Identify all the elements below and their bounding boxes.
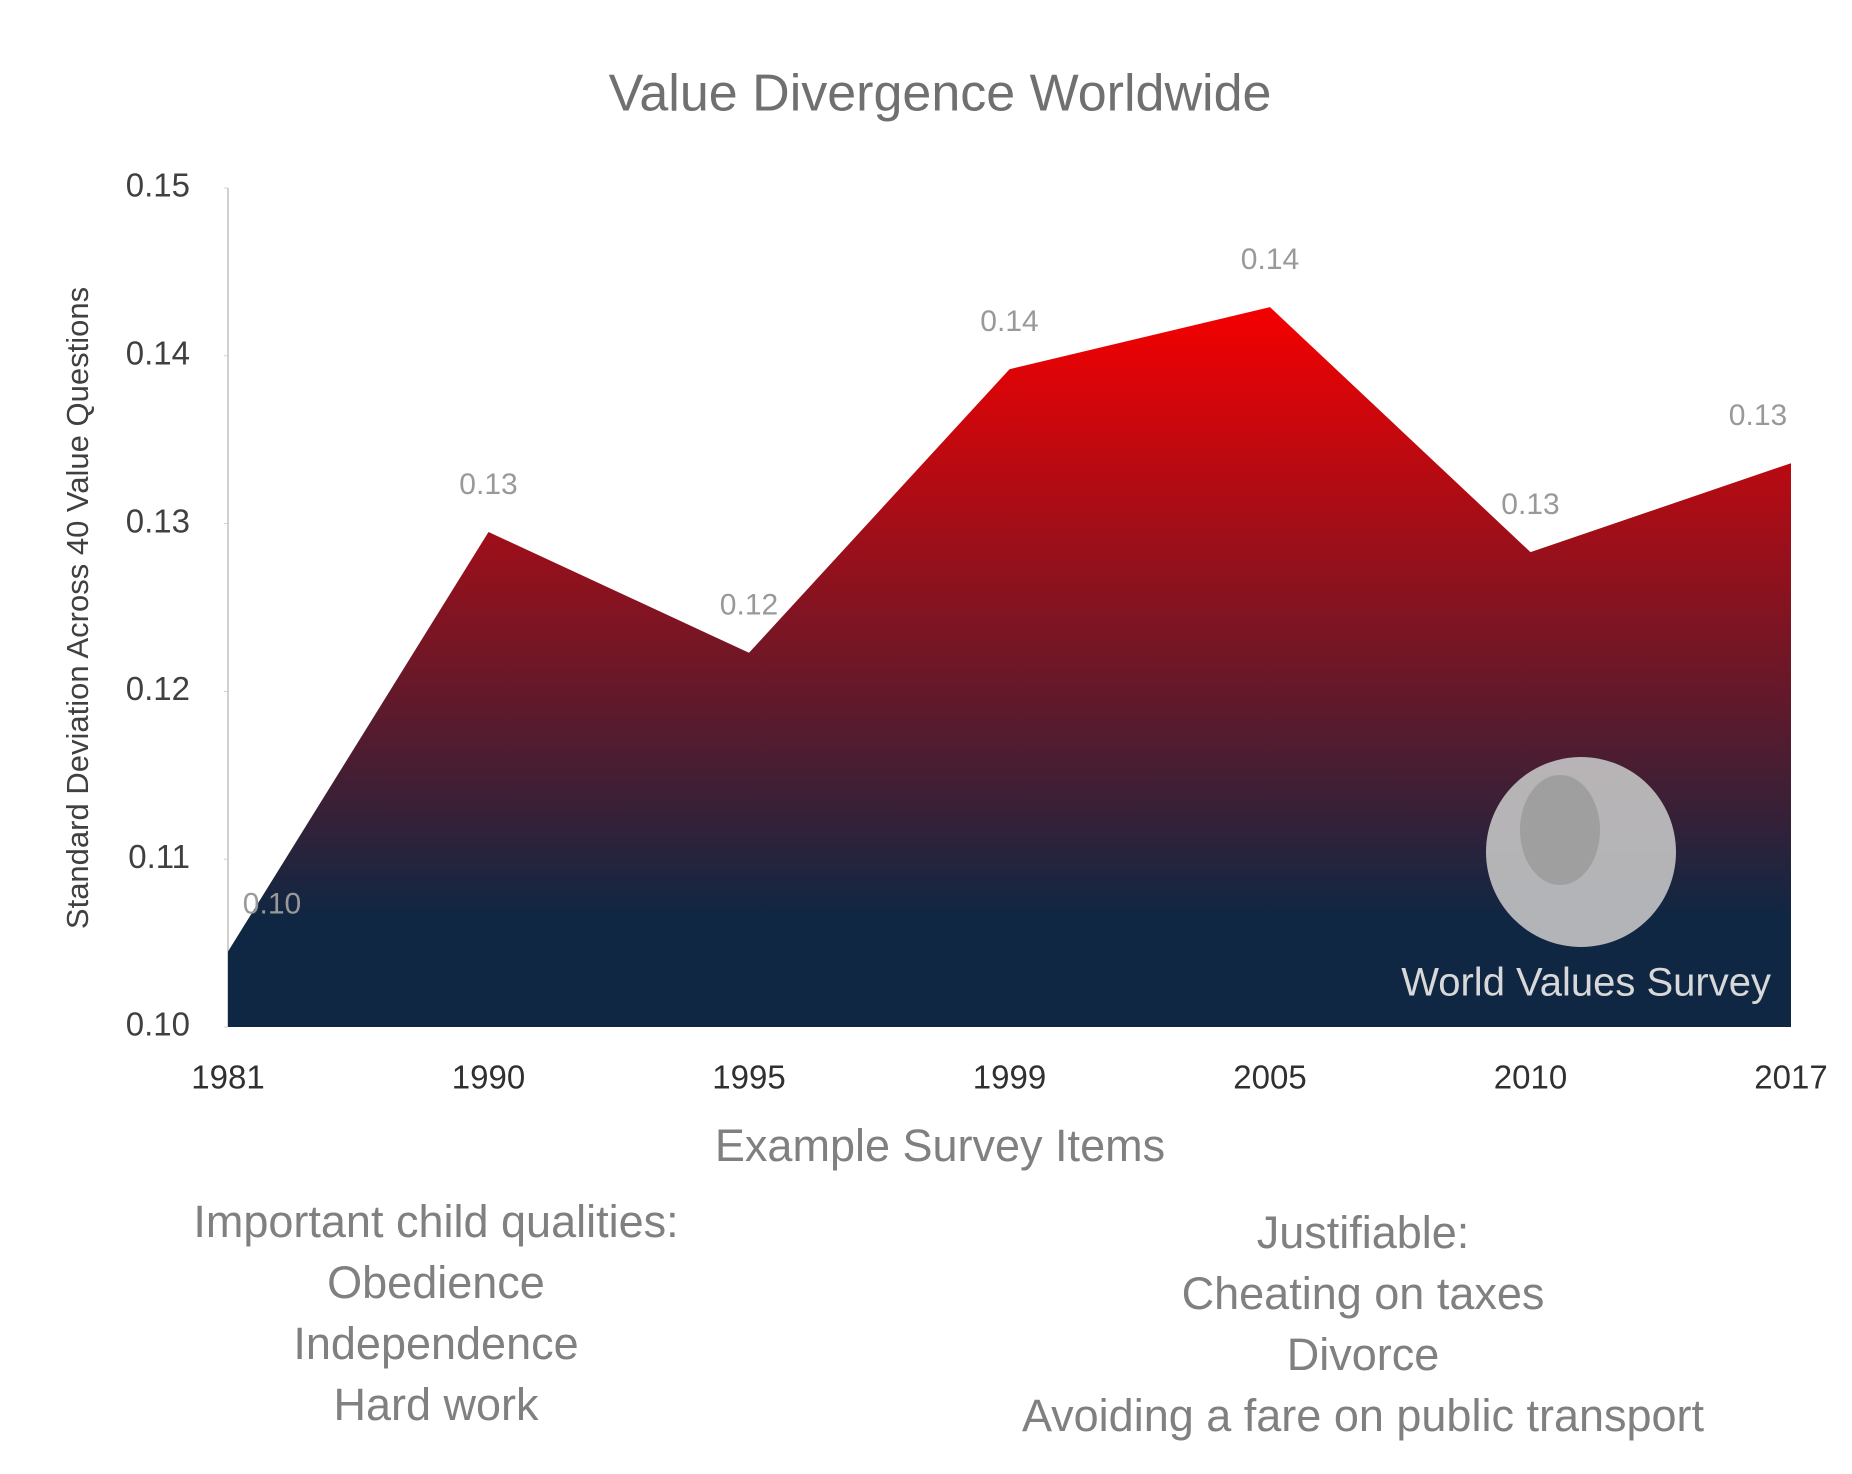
x-axis-label: Example Survey Items [715, 1120, 1165, 1171]
globe-landmass [1520, 775, 1600, 885]
watermark: World Values Survey [1401, 961, 1771, 1005]
y-axis-label: Standard Deviation Across 40 Value Quest… [60, 287, 95, 929]
x-tick-label: 1995 [712, 1059, 785, 1096]
x-tick-label: 1990 [452, 1059, 525, 1096]
x-tick-label: 1999 [973, 1059, 1046, 1096]
note-heading: Justifiable: [1257, 1207, 1470, 1258]
note-item: Avoiding a fare on public transport [1022, 1390, 1705, 1441]
data-label: 0.13 [1729, 399, 1787, 432]
y-tick-label: 0.11 [128, 838, 190, 875]
x-tick-label: 2017 [1754, 1059, 1827, 1096]
note-item: Cheating on taxes [1182, 1268, 1545, 1319]
data-label: 0.13 [1501, 488, 1559, 521]
chart-title: Value Divergence Worldwide [609, 65, 1272, 123]
data-label: 0.14 [980, 305, 1038, 338]
y-tick-label: 0.14 [126, 335, 190, 372]
data-label: 0.12 [720, 589, 778, 622]
note-item: Hard work [333, 1379, 539, 1430]
x-tick-label: 2010 [1494, 1059, 1567, 1096]
note-item: Obedience [327, 1257, 545, 1308]
x-tick-label: 2005 [1233, 1059, 1306, 1096]
y-tick-label: 0.10 [126, 1006, 190, 1043]
x-tick-label: 1981 [191, 1059, 264, 1096]
area [228, 307, 1791, 1027]
data-label: 0.13 [459, 468, 517, 501]
note-item: Divorce [1287, 1329, 1440, 1380]
y-tick-label: 0.12 [126, 670, 190, 707]
note-heading: Important child qualities: [193, 1196, 678, 1247]
note-item: Independence [293, 1318, 578, 1369]
y-tick-label: 0.13 [126, 502, 190, 539]
data-label: 0.10 [243, 887, 301, 920]
data-label: 0.14 [1241, 243, 1299, 276]
y-tick-label: 0.15 [126, 167, 190, 204]
